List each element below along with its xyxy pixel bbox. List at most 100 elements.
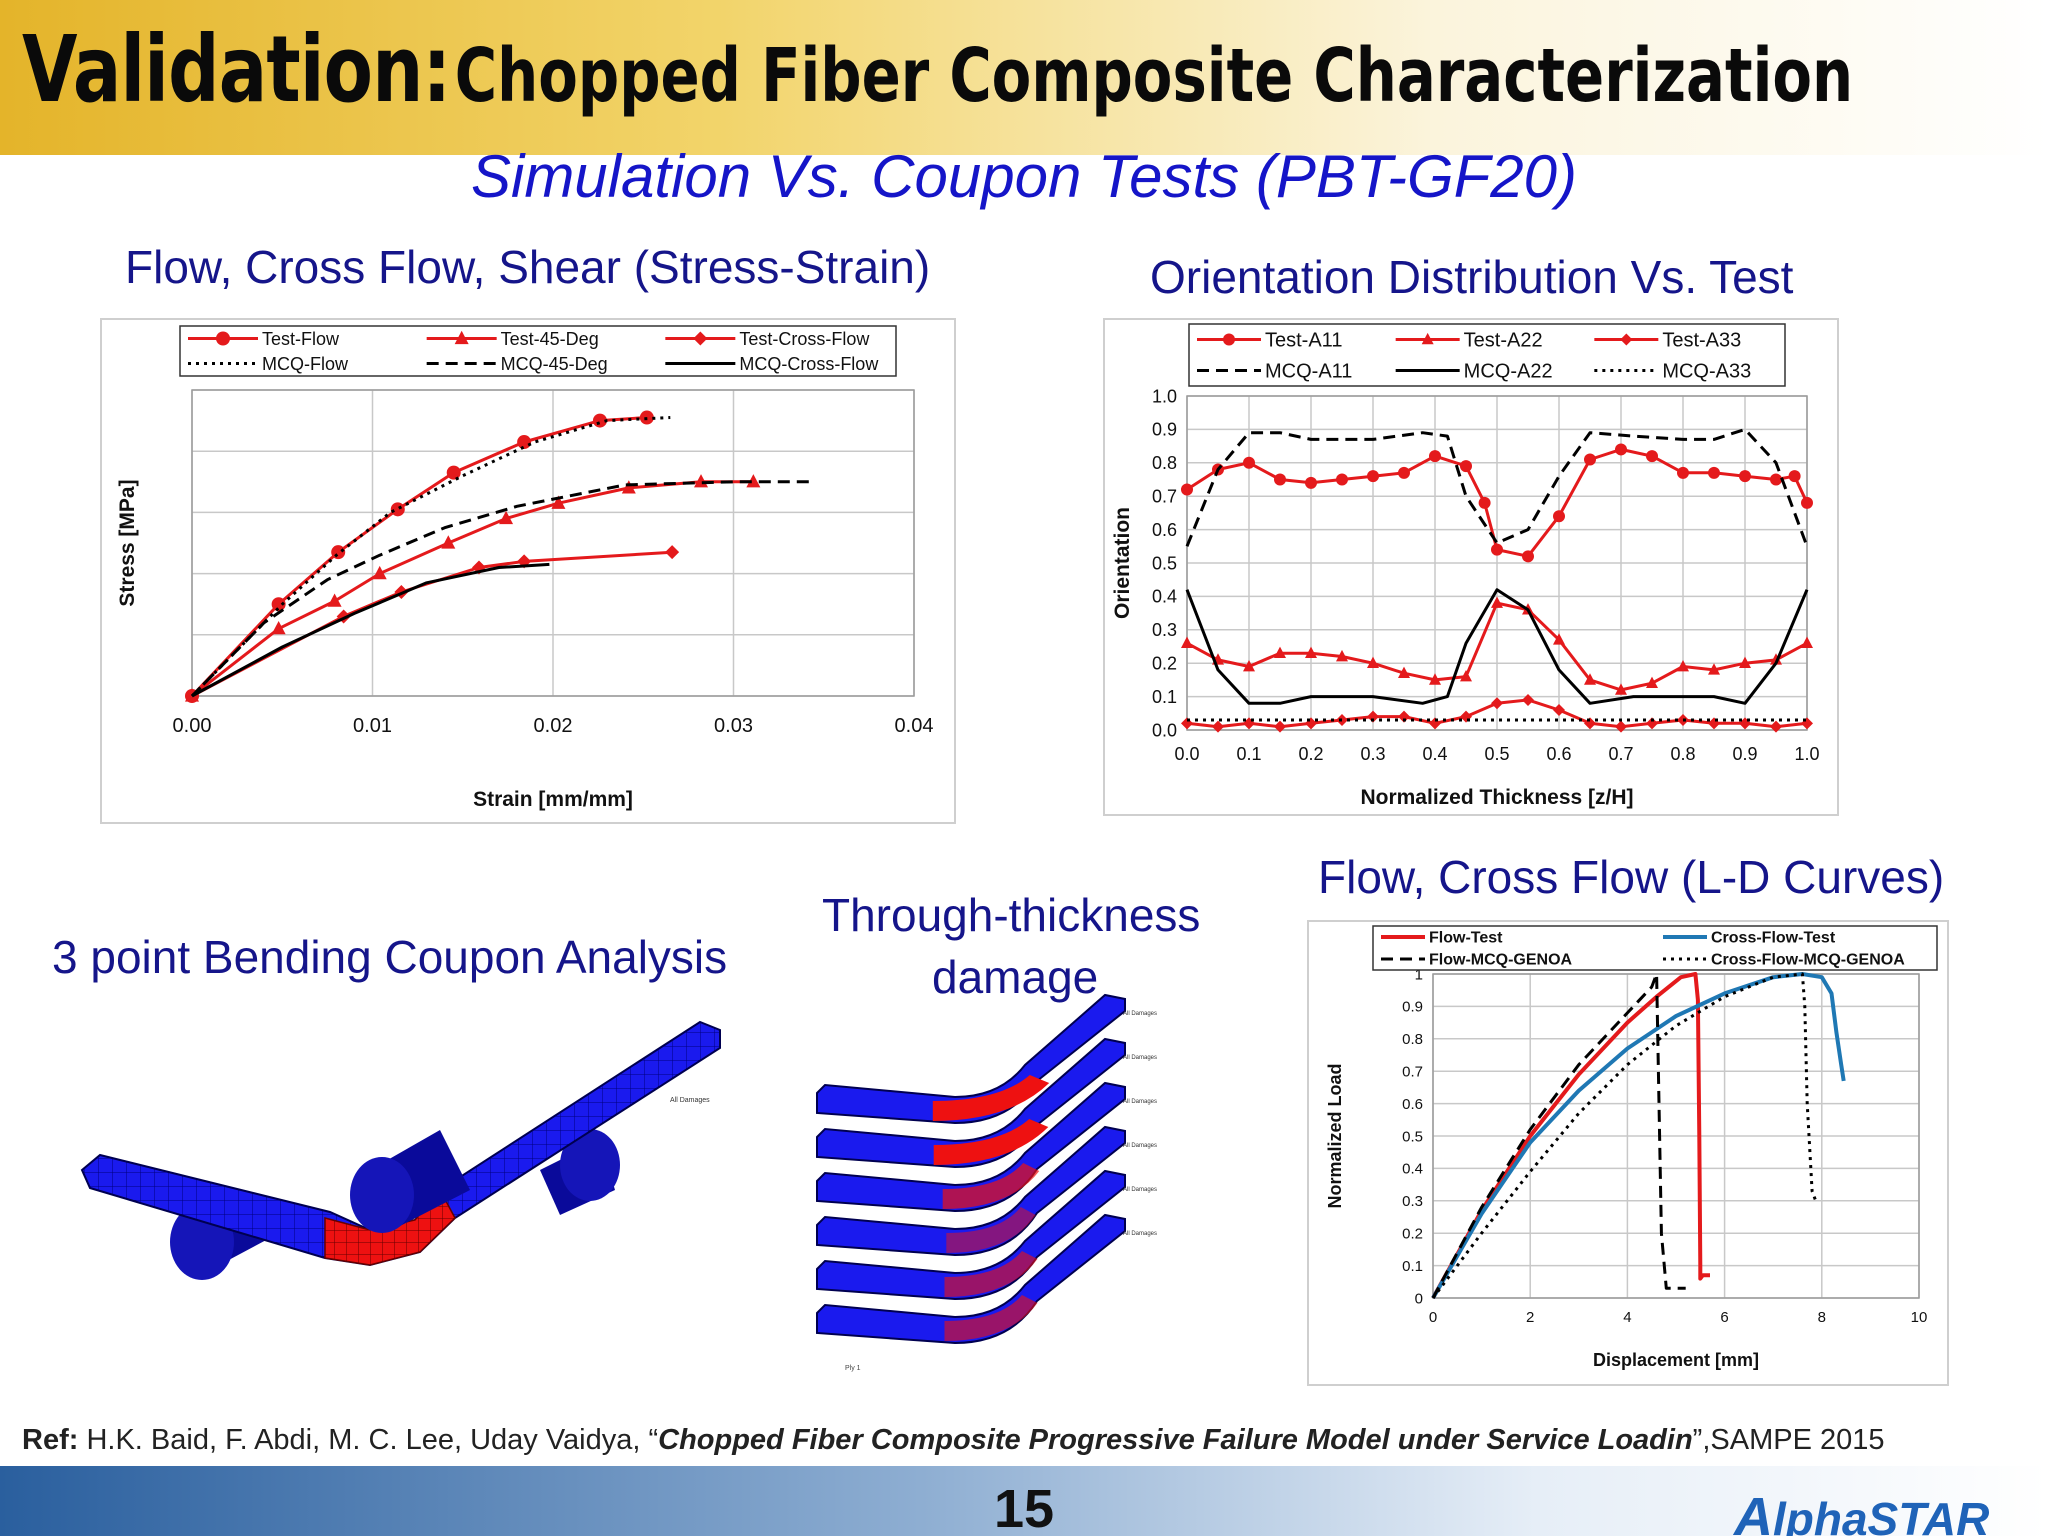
legend-label: MCQ-A22 xyxy=(1464,361,1553,383)
data-point xyxy=(1708,466,1720,479)
legend-label: Test-A11 xyxy=(1265,330,1342,352)
x-tick-label: 6 xyxy=(1720,1309,1728,1326)
data-point xyxy=(746,474,761,488)
data-point xyxy=(1584,673,1596,685)
data-point xyxy=(1305,476,1317,489)
series-cross-flow-test xyxy=(1431,972,1846,1299)
heading-ld-curves: Flow, Cross Flow (L-D Curves) xyxy=(1318,851,1945,903)
data-point xyxy=(1367,656,1379,668)
ply-damage-zone xyxy=(944,1251,1038,1297)
data-point xyxy=(499,510,514,525)
data-point xyxy=(1801,717,1813,730)
data-point xyxy=(1367,470,1379,483)
data-point xyxy=(1274,646,1286,658)
reference-line: Ref: H.K. Baid, F. Abdi, M. C. Lee, Uday… xyxy=(22,1424,1885,1457)
chart-ld-frame: 0 2 4 6 8 10 0 0.1 0.2 0.3 0.4 0.5 0.6 0.7 0.8 0.9 1 Disp… xyxy=(1307,920,1949,1386)
data-point xyxy=(1212,720,1224,733)
legend-label: Cross-Flow-Test xyxy=(1711,930,1836,947)
series-line xyxy=(190,480,815,698)
ply-stack: All Damages All Damages All Damages All Dam… xyxy=(816,993,1157,1345)
title-banner xyxy=(0,0,2048,155)
x-tick-label: 0.5 xyxy=(1484,744,1509,764)
chart-legend: Test-A11 Test-A22 Test-A33 MCQ-A11 MCQ-A22 MC… xyxy=(1188,323,1786,387)
ply-layer: All Damages xyxy=(816,1037,1157,1169)
data-point xyxy=(1274,473,1286,486)
series-line xyxy=(1431,972,1846,1299)
series-mcq-45-deg xyxy=(190,480,815,698)
y-tick-label: 0.1 xyxy=(1152,687,1177,707)
stress-strain-chart: 0.00 0.01 0.02 0.03 0.04 Strain [mm/mm] Stress… xyxy=(116,325,933,811)
ply-damage-zone xyxy=(944,1295,1038,1341)
data-point xyxy=(1770,653,1782,665)
legend-label: Flow-MCQ-GENOA xyxy=(1429,952,1573,969)
data-point xyxy=(1478,496,1491,509)
data-point xyxy=(665,545,680,560)
y-tick-label: 0.5 xyxy=(1402,1128,1423,1145)
chart-grid xyxy=(1432,973,1920,1299)
data-point xyxy=(1553,633,1565,645)
x-tick-label: 2 xyxy=(1526,1309,1534,1326)
y-tick-label: 0.6 xyxy=(1402,1096,1423,1113)
y-tick-label: 0 xyxy=(1415,1290,1423,1307)
chart-legend: Test-Flow Test-45-Deg Test-Cross-Flow MCQ-F… xyxy=(179,325,897,377)
series-line xyxy=(1185,427,1809,547)
x-axis-label: Strain [mm/mm] xyxy=(473,788,633,811)
series-line xyxy=(1431,972,1710,1299)
chart-orientation-frame: 0.0 0.1 0.2 0.3 0.4 0.5 0.6 0.7 0.8 0.9 1.0 0.0 0.1 0… xyxy=(1103,318,1839,816)
data-point xyxy=(1367,710,1379,723)
data-point xyxy=(1739,656,1751,668)
x-tick-label: 0.03 xyxy=(714,715,753,737)
chart-stress-strain-frame: 0.00 0.01 0.02 0.03 0.04 Strain [mm/mm] Stress… xyxy=(100,318,956,824)
y-tick-label: 0.3 xyxy=(1402,1193,1423,1210)
y-axis-label: Normalized Load xyxy=(1325,1063,1345,1208)
data-point xyxy=(551,495,566,509)
logo-text: lphaSTAR xyxy=(1773,1493,1990,1536)
ref-paper-title: Chopped Fiber Composite Progressive Fail… xyxy=(658,1424,1693,1456)
x-axis-label: Displacement [mm] xyxy=(1593,1350,1759,1370)
data-point xyxy=(1801,496,1813,509)
title-bold: Validation: xyxy=(22,16,451,123)
fea-label-damages: All Damages xyxy=(670,1097,710,1104)
data-point xyxy=(1243,659,1255,672)
ref-venue: ”,SAMPE 2015 xyxy=(1692,1424,1885,1456)
ld-curves-chart: 0 2 4 6 8 10 0 0.1 0.2 0.3 0.4 0.5 0.6 0.7 0.8 0.9 1 Disp… xyxy=(1325,925,1938,1370)
data-point xyxy=(271,597,286,612)
x-tick-label: 10 xyxy=(1911,1309,1928,1326)
data-point xyxy=(1646,676,1658,689)
data-point xyxy=(1646,450,1658,463)
footer-bar xyxy=(0,1466,2048,1536)
y-tick-label: 0.0 xyxy=(1152,720,1177,740)
data-point xyxy=(1398,466,1410,479)
ply-layer: All Damages xyxy=(816,1125,1157,1257)
y-tick-label: 0.2 xyxy=(1152,654,1177,674)
chart-legend: Flow-Test Cross-Flow-Test Flow-MCQ-GENOA Cr… xyxy=(1372,925,1938,971)
y-tick-label: 0.1 xyxy=(1402,1258,1423,1275)
data-point xyxy=(1584,453,1596,466)
ply-body xyxy=(816,1081,1126,1213)
x-tick-label: 0.2 xyxy=(1298,744,1323,764)
ply-layer: All Damages xyxy=(816,993,1157,1125)
data-point xyxy=(1181,636,1193,648)
ply-damage-zone xyxy=(932,1075,1050,1121)
legend-label: MCQ-45-Deg xyxy=(501,354,608,374)
orientation-chart: 0.0 0.1 0.2 0.3 0.4 0.5 0.6 0.7 0.8 0.9 1.0 0.0 0.1 0… xyxy=(1111,323,1820,809)
data-point xyxy=(1491,596,1503,608)
legend-marker xyxy=(693,331,708,346)
x-tick-label: 0.02 xyxy=(534,715,573,737)
slide-subtitle: Simulation Vs. Coupon Tests (PBT-GF20) xyxy=(470,143,1578,210)
legend-marker xyxy=(1421,332,1434,345)
plot-area xyxy=(1432,973,1920,1299)
series-mcq-cross-flow xyxy=(191,562,550,698)
fea-label-ply: Ply 1 xyxy=(845,1365,861,1372)
ply-damage-zone xyxy=(933,1119,1049,1165)
x-axis-label: Normalized Thickness [z/H] xyxy=(1360,786,1633,809)
series-line xyxy=(190,416,647,698)
data-point xyxy=(1677,466,1689,479)
data-point xyxy=(1398,666,1410,679)
legend-label: MCQ-Flow xyxy=(262,354,349,374)
data-point xyxy=(271,620,286,635)
data-point xyxy=(1677,659,1689,672)
data-point xyxy=(1788,470,1801,483)
y-tick-label: 0.4 xyxy=(1402,1161,1423,1178)
x-tick-label: 0.6 xyxy=(1546,744,1571,764)
